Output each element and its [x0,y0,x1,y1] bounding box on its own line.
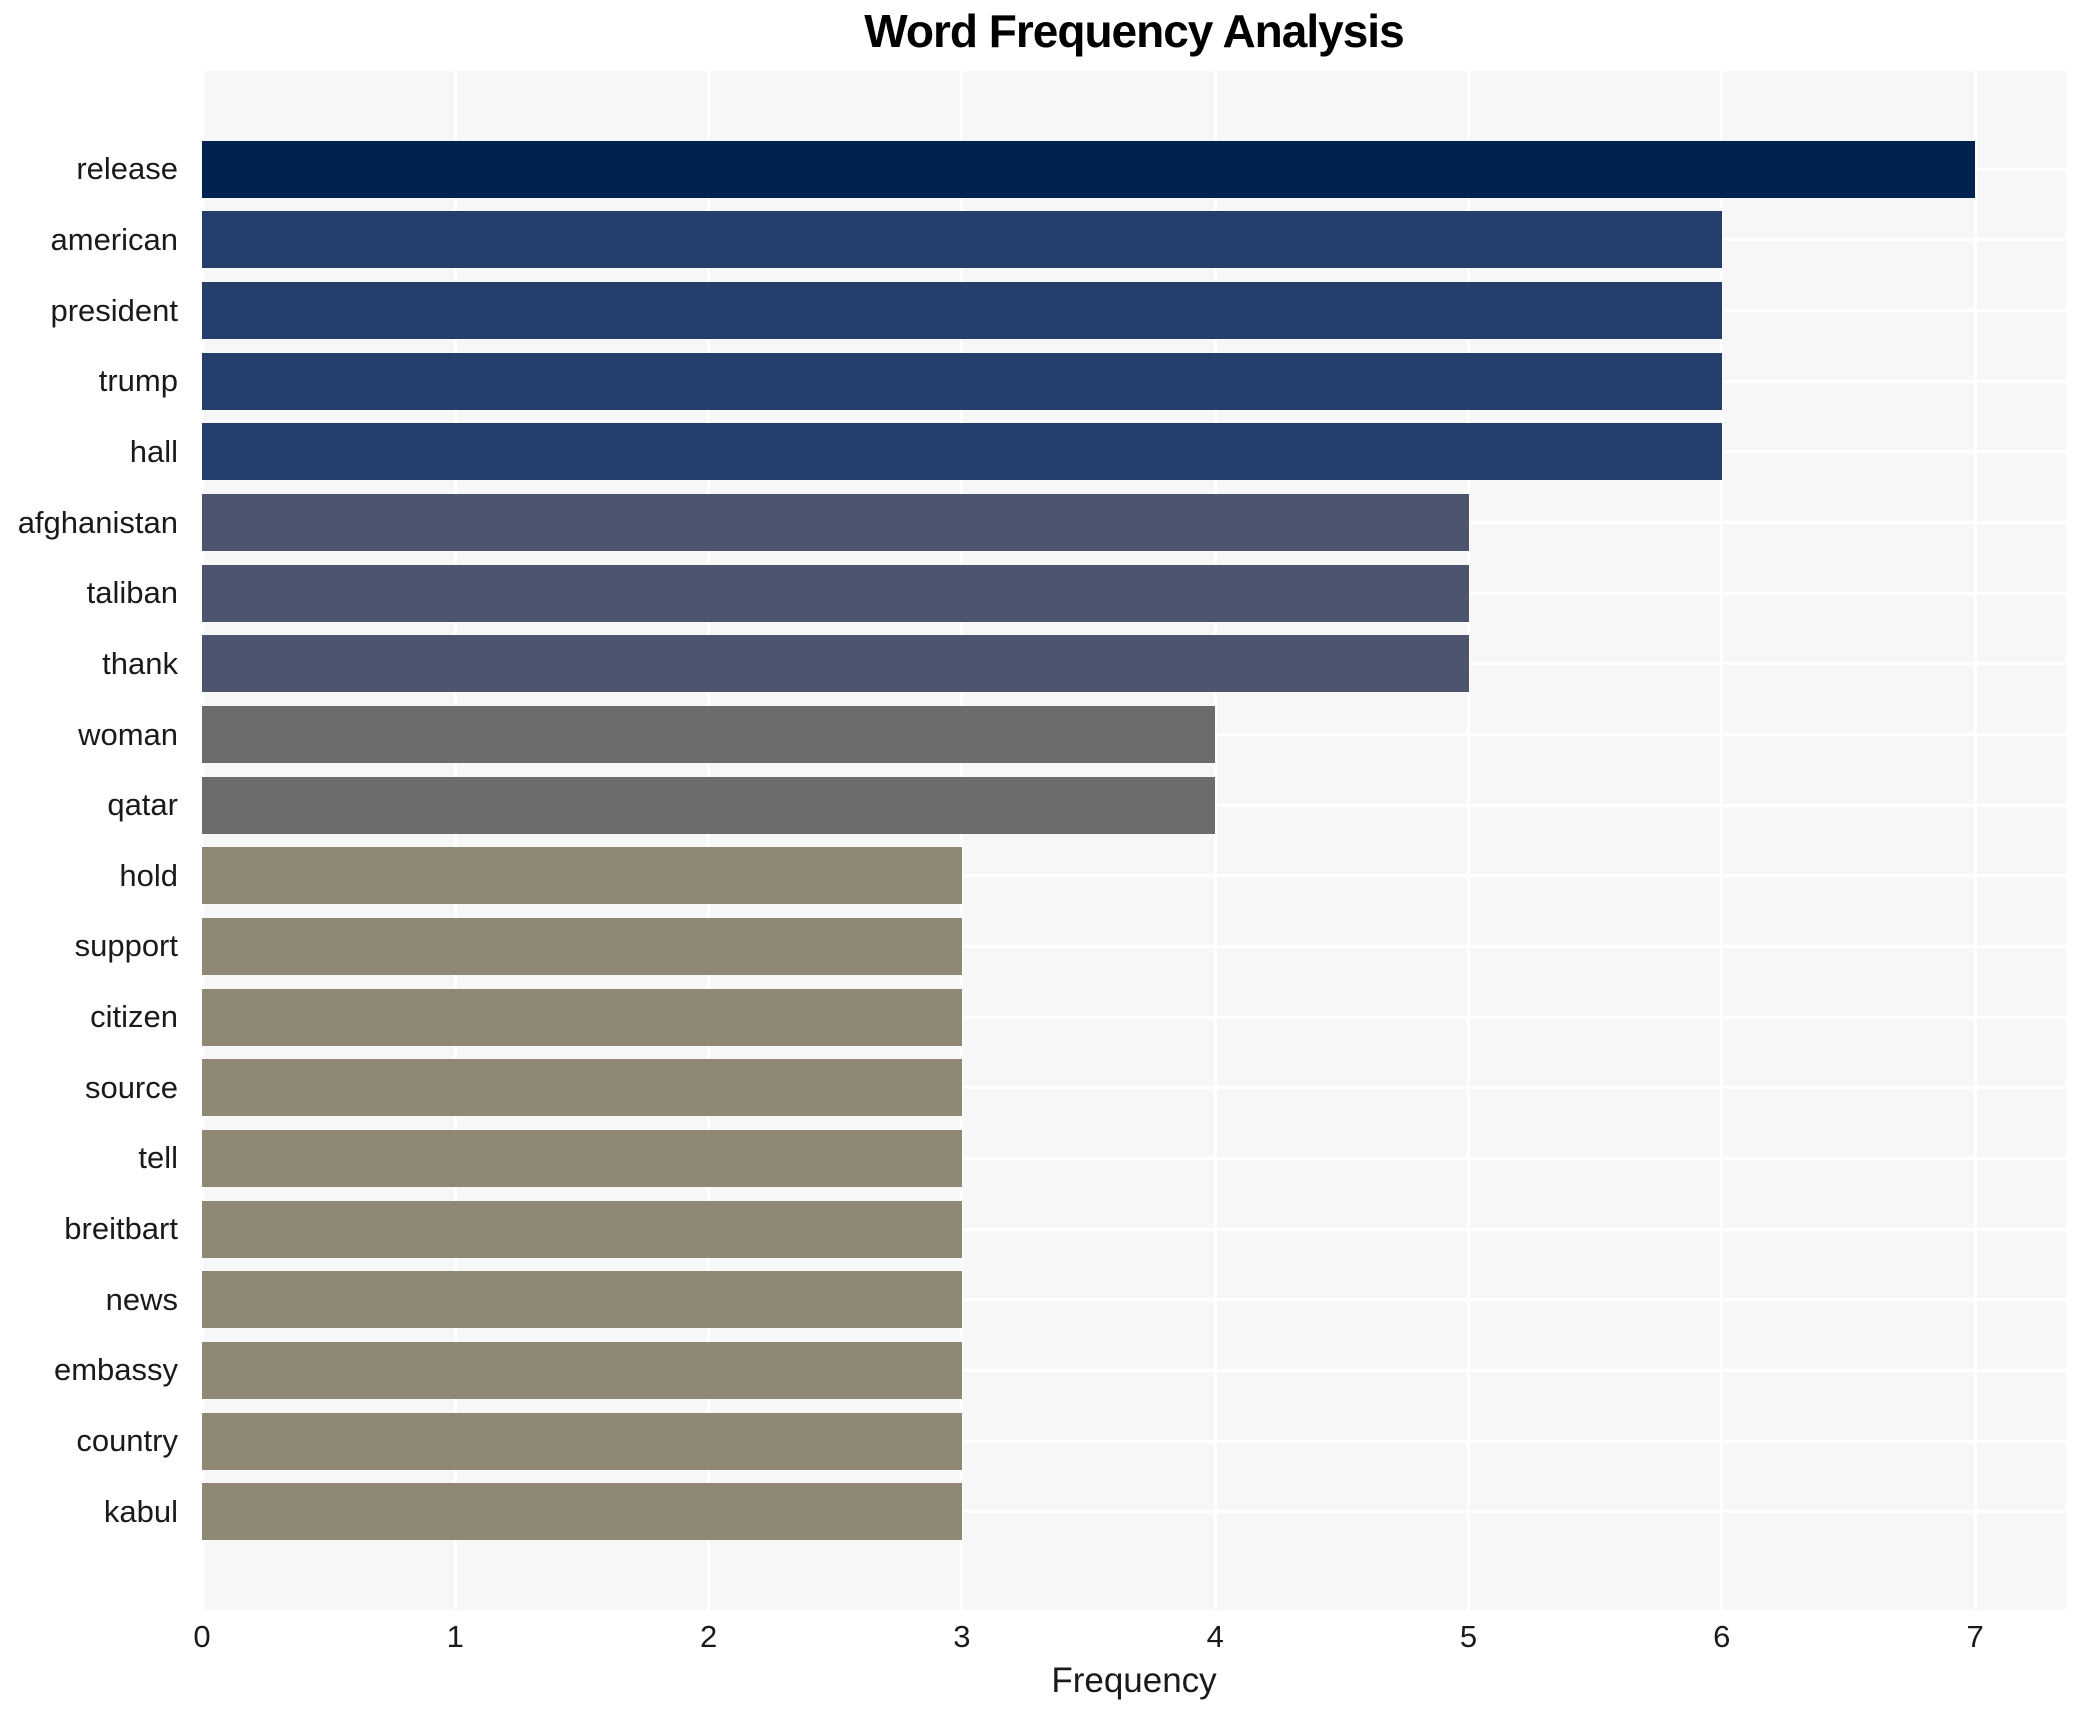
x-gridline [453,71,457,1610]
y-gridline [202,1298,2066,1302]
plot-area [202,71,2066,1610]
x-tick-label: 7 [1966,1619,1984,1654]
y-tick-label: taliban [86,575,178,611]
y-axis-labels: release american president trump hall afghani… [0,71,190,1610]
y-gridline [202,1086,2066,1090]
x-tick-label: 5 [1459,1619,1478,1654]
y-tick-label: country [76,1423,178,1459]
bar-hold [202,847,962,905]
y-tick-label: thank [102,645,178,681]
y-tick-label: president [50,292,178,328]
x-tick-label: 1 [446,1619,464,1654]
x-axis-title: Frequency [1051,1661,1217,1700]
y-tick-label: qatar [107,787,178,823]
bar-kabul [202,1483,962,1541]
bar-country [202,1412,962,1470]
x-gridline [707,71,711,1610]
y-gridline [202,1227,2066,1231]
y-gridline [202,1156,2066,1160]
y-tick-label: hall [129,433,178,469]
x-tick-label: 2 [699,1619,718,1654]
x-gridline [202,71,204,1610]
bar-president [202,282,1722,340]
x-tick-label: 4 [1206,1619,1224,1654]
y-gridline [202,1368,2066,1372]
y-tick-label: woman [78,716,178,752]
x-tick-label: 6 [1713,1619,1731,1654]
x-gridline [960,71,964,1610]
y-tick-label: breitbart [64,1211,178,1247]
bar-news [202,1271,962,1329]
x-tick-label: 0 [193,1619,211,1654]
chart-title: Word Frequency Analysis [864,5,1404,57]
y-tick-label: news [105,1281,178,1317]
bar-release [202,140,1976,198]
y-tick-label: release [76,151,178,187]
bar-hall [202,423,1722,481]
bar-taliban [202,564,1469,622]
y-tick-label: tell [138,1140,178,1176]
x-gridline [1467,71,1470,1610]
y-gridline [202,874,2066,878]
y-tick-label: hold [119,857,178,893]
y-tick-label: embassy [53,1352,178,1388]
bar-qatar [202,776,1216,834]
x-gridline [1213,71,1217,1610]
x-tick-label: 3 [953,1619,971,1654]
y-gridline [202,1439,2066,1443]
bar-breitbart [202,1200,962,1258]
bar-support [202,917,962,975]
y-tick-label: source [84,1069,178,1105]
y-tick-label: trump [98,363,178,399]
y-tick-label: american [50,221,179,257]
y-tick-label: afghanistan [17,504,178,540]
bar-citizen [202,988,962,1046]
bar-thank [202,635,1469,693]
bar-trump [202,352,1722,410]
bar-woman [202,706,1216,764]
bar-source [202,1059,962,1117]
x-gridline [1973,71,1977,1610]
bar-american [202,211,1722,269]
y-tick-label: kabul [103,1493,178,1529]
y-tick-label: citizen [90,999,178,1035]
y-gridline [202,944,2066,948]
x-axis-ticks: 0 1 2 3 4 5 6 7 [193,1619,2066,1659]
bar-embassy [202,1341,962,1399]
x-gridline [1720,71,1724,1610]
bar-tell [202,1129,962,1187]
y-gridline [202,1015,2066,1019]
bar-afghanistan [202,494,1469,552]
y-tick-label: support [74,928,178,964]
y-gridline [202,1510,2066,1514]
